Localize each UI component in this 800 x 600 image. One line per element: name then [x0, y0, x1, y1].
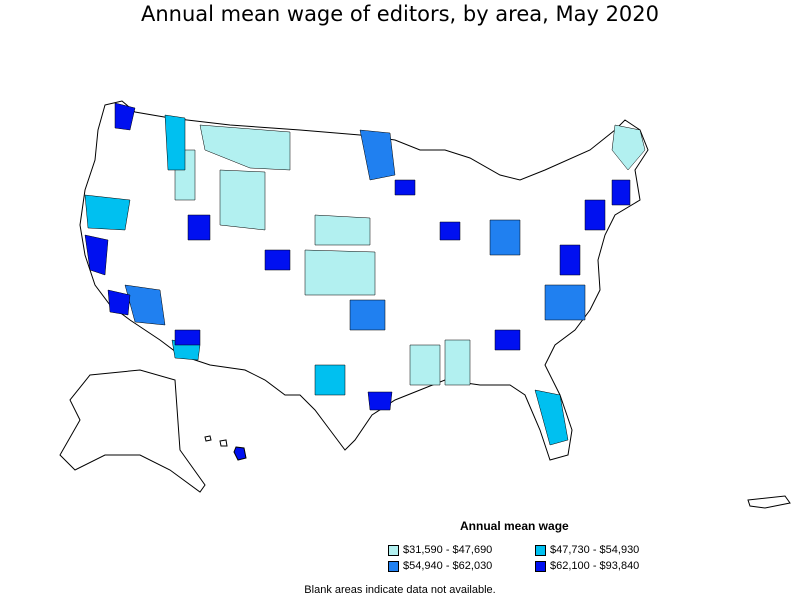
region-florida — [534, 389, 569, 446]
region-oklahoma — [349, 299, 386, 331]
region-minneapolis — [394, 179, 416, 196]
legend-title: Annual mean wage — [460, 519, 569, 533]
legend-label-3: $54,940 - $62,030 — [403, 560, 493, 572]
region-salt-lake — [187, 214, 211, 241]
region-boston — [611, 179, 631, 206]
legend-swatch-3 — [388, 560, 399, 572]
region-oregon — [84, 194, 131, 231]
region-wyoming — [219, 169, 266, 231]
region-ohio — [489, 219, 521, 256]
region-minnesota — [359, 129, 396, 181]
region-carolina — [544, 284, 586, 321]
legend-swatch-1 — [388, 544, 399, 556]
legend-label-1: $31,590 - $47,690 — [403, 544, 493, 556]
legend-item-2: $47,730 - $54,930 — [535, 544, 639, 556]
legend-swatch-2 — [535, 544, 546, 556]
legend-label-2: $47,730 - $54,930 — [550, 544, 640, 556]
wage-regions — [84, 102, 646, 446]
region-san-francisco — [84, 234, 109, 276]
region-phoenix — [174, 329, 201, 346]
region-denver — [264, 249, 291, 271]
puerto-rico-outline — [747, 495, 791, 509]
region-kansas — [304, 249, 376, 296]
region-chicago — [439, 221, 461, 241]
region-texas-west — [314, 364, 346, 396]
region-montana — [199, 124, 291, 171]
region-seattle — [114, 102, 136, 131]
region-ca-central — [124, 284, 166, 326]
legend-item-3: $54,940 - $62,030 — [388, 560, 492, 572]
region-new-york — [584, 199, 606, 231]
region-nebraska — [314, 214, 371, 246]
legend-swatch-4 — [535, 560, 546, 572]
blank-areas-note: Blank areas indicate data not available. — [304, 584, 496, 596]
region-mississippi — [409, 344, 441, 386]
region-maine — [611, 124, 646, 171]
region-dc — [559, 244, 581, 276]
map-title: Annual mean wage of editors, by area, Ma… — [140, 2, 660, 26]
legend-item-4: $62,100 - $93,840 — [535, 560, 639, 572]
alaska-outline — [59, 369, 206, 493]
region-los-angeles — [107, 289, 131, 316]
region-washington — [164, 114, 186, 171]
hawaii-islands — [204, 435, 247, 461]
region-houston — [367, 391, 393, 411]
region-atlanta — [494, 329, 521, 351]
region-alabama — [444, 339, 471, 386]
legend-item-1: $31,590 - $47,690 — [388, 544, 492, 556]
legend-label-4: $62,100 - $93,840 — [550, 560, 640, 572]
